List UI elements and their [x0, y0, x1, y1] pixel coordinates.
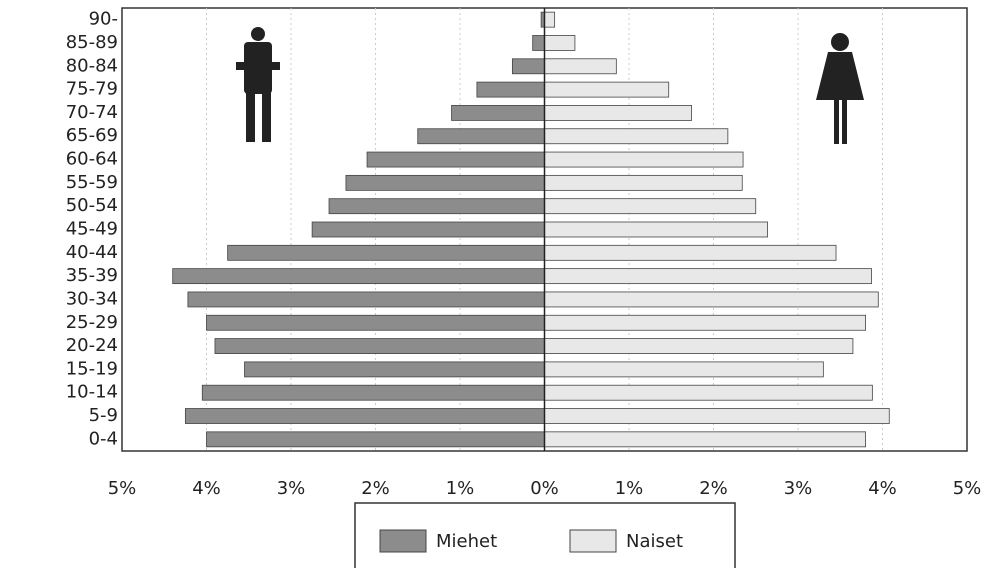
y-tick-label: 70-74: [66, 102, 118, 123]
bar: [476, 81, 545, 98]
bar: [345, 174, 545, 191]
bar: [532, 35, 545, 51]
bar: [206, 314, 545, 331]
bar: [544, 431, 867, 448]
x-tick-label: 4%: [192, 478, 221, 499]
y-tick-label: 35-39: [66, 265, 118, 286]
y-tick-label: 15-19: [66, 358, 118, 379]
y-tick-label: 80-84: [66, 55, 118, 76]
y-tick-label: 20-24: [66, 335, 118, 356]
x-tick-label: 4%: [868, 478, 897, 499]
bar: [184, 408, 545, 424]
bar: [544, 128, 729, 145]
bar: [544, 268, 872, 285]
bar: [544, 384, 873, 401]
bar: [544, 58, 617, 75]
x-tick-label: 5%: [953, 478, 982, 499]
bar: [227, 244, 545, 261]
x-tick-label: 1%: [615, 478, 644, 499]
bar: [417, 128, 545, 145]
bar: [544, 314, 867, 331]
bar: [201, 384, 545, 401]
y-tick-label: 0-4: [89, 428, 118, 449]
bar: [544, 81, 670, 98]
bar: [544, 244, 837, 261]
bar: [544, 11, 556, 28]
bar: [544, 151, 744, 168]
y-tick-label: 25-29: [66, 312, 118, 333]
bar: [544, 338, 854, 354]
y-tick-label: 40-44: [66, 242, 118, 263]
bar: [214, 338, 545, 354]
y-tick-label: 65-69: [66, 125, 118, 146]
bar: [206, 431, 545, 448]
bar: [511, 58, 545, 75]
female-icon: [816, 33, 864, 144]
y-tick-label: 90-: [89, 9, 118, 30]
bar: [172, 268, 545, 285]
bar: [544, 174, 743, 191]
bar: [544, 408, 890, 424]
bar: [451, 105, 545, 121]
bar: [328, 198, 545, 215]
legend-swatch: [569, 529, 617, 553]
x-tick-label: 1%: [446, 478, 475, 499]
y-tick-label: 30-34: [66, 288, 118, 309]
y-tick-label: 45-49: [66, 219, 118, 240]
bar: [311, 221, 545, 238]
x-tick-label: 0%: [530, 478, 559, 499]
bar: [544, 198, 757, 215]
bar: [544, 361, 824, 378]
bar: [244, 361, 545, 378]
bar: [187, 291, 545, 308]
y-tick-label: 55-59: [66, 172, 118, 193]
x-tick-label: 5%: [108, 478, 137, 499]
y-tick-label: 50-54: [66, 195, 118, 216]
y-tick-label: 5-9: [89, 405, 118, 426]
bar: [544, 35, 576, 51]
y-tick-label: 10-14: [66, 382, 118, 403]
male-icon: [236, 27, 280, 142]
y-tick-label: 75-79: [66, 79, 118, 100]
legend-label: Naiset: [626, 531, 683, 552]
bar: [366, 151, 545, 168]
bar: [544, 221, 768, 238]
legend-label: Miehet: [436, 531, 497, 552]
x-tick-label: 2%: [699, 478, 728, 499]
x-tick-label: 2%: [361, 478, 390, 499]
x-tick-label: 3%: [277, 478, 306, 499]
bar: [544, 105, 692, 121]
y-tick-label: 85-89: [66, 32, 118, 53]
x-tick-label: 3%: [784, 478, 813, 499]
bar: [544, 291, 879, 308]
y-tick-label: 60-64: [66, 149, 118, 170]
legend-swatch: [379, 529, 427, 553]
